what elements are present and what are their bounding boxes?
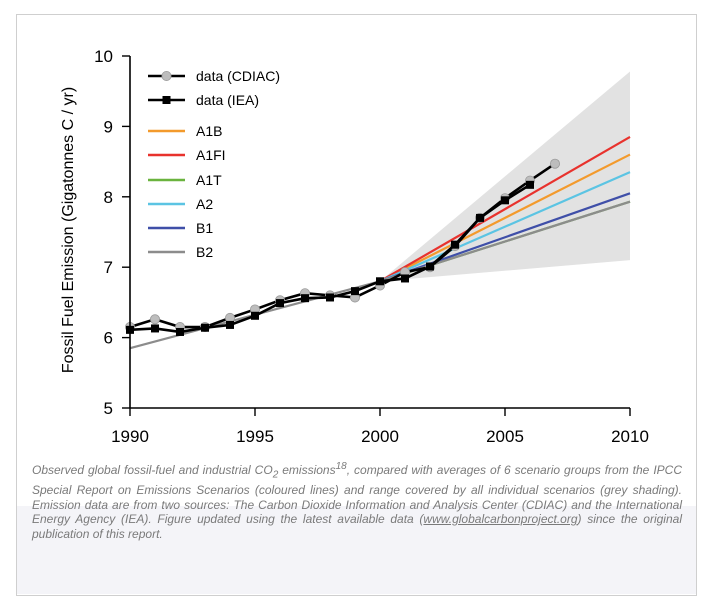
caption-superscript: 18 — [335, 461, 347, 472]
legend-label: data (IEA) — [196, 92, 259, 108]
legend-label: B1 — [196, 220, 213, 236]
data-point-iea — [251, 311, 259, 320]
data-point-iea — [326, 293, 334, 302]
x-tick-label: 2005 — [486, 427, 524, 446]
x-tick-label: 2010 — [611, 427, 649, 446]
y-tick-label: 5 — [104, 399, 113, 418]
data-point-iea — [201, 323, 209, 332]
caption-text-3: , compared with averages of 6 scenario g… — [32, 463, 683, 527]
x-tick-label: 1995 — [236, 427, 274, 446]
scenario-line-a1b — [379, 153, 631, 283]
data-point-iea — [176, 327, 184, 336]
bottom-panel — [17, 506, 696, 594]
caption-subscript: 2 — [272, 469, 279, 481]
data-point-iea — [226, 320, 234, 329]
y-tick-label: 9 — [104, 117, 113, 136]
caption-text-4: ) since the original publication of this… — [32, 512, 682, 541]
scenario-line-a1fi — [379, 136, 631, 283]
y-tick-label: 6 — [104, 329, 113, 348]
y-axis-label: Fossil Fuel Emission (Gigatonnes C / yr) — [60, 87, 77, 373]
x-tick-label: 1990 — [111, 427, 149, 446]
legend-label: data (CDIAC) — [196, 68, 280, 84]
legend-marker-circle — [161, 71, 172, 82]
data-point-iea — [351, 287, 359, 296]
legend-label: A1B — [196, 123, 222, 139]
caption-text-2: emissions — [278, 463, 336, 477]
data-point-iea — [476, 213, 484, 222]
caption-text-1: Observed global fossil-fuel and industri… — [32, 463, 273, 477]
legend-label: B2 — [196, 244, 213, 260]
y-tick-label: 8 — [104, 188, 113, 207]
legend-marker-square — [162, 96, 171, 104]
data-point-cdiac — [149, 314, 160, 325]
data-point-iea — [376, 277, 384, 286]
legend-label: A1T — [196, 172, 222, 188]
data-point-iea — [526, 180, 534, 189]
data-point-iea — [276, 299, 284, 308]
data-point-cdiac — [550, 158, 561, 169]
legend-label: A2 — [196, 196, 213, 212]
data-point-iea — [451, 240, 459, 249]
data-point-iea — [301, 294, 309, 303]
figure-caption: Observed global fossil-fuel and industri… — [32, 460, 682, 541]
data-point-iea — [151, 324, 159, 333]
y-tick-label: 10 — [94, 47, 113, 66]
legend-label: A1FI — [196, 147, 226, 163]
data-point-iea — [501, 196, 509, 205]
scenario-line-a2 — [379, 171, 631, 283]
x-tick-label: 2000 — [361, 427, 399, 446]
data-point-iea — [401, 274, 409, 283]
data-point-iea — [426, 262, 434, 271]
y-tick-label: 7 — [104, 258, 113, 277]
scenario-line-b1 — [379, 192, 631, 283]
caption-link[interactable]: www.globalcarbonproject.org — [423, 512, 578, 527]
scenario-range-shading — [380, 71, 630, 282]
